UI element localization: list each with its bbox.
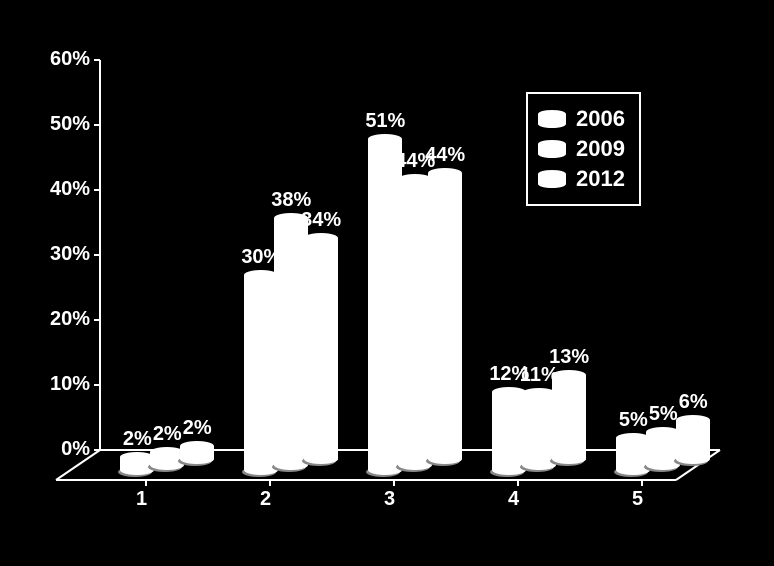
bar-value-label: 6% (663, 391, 723, 414)
bar-value-label: 2% (167, 417, 227, 440)
legend-swatch-icon (538, 110, 566, 128)
legend: 2006 2009 2012 (526, 92, 641, 206)
y-tick-label: 0% (61, 438, 90, 461)
bar-value-label: 34% (291, 209, 351, 232)
legend-swatch-icon (538, 140, 566, 158)
bar-cylinder (676, 0, 710, 566)
legend-item: 2009 (538, 136, 625, 162)
y-tick-label: 60% (50, 48, 90, 71)
x-tick-label: 3 (384, 488, 395, 511)
bar-cylinder (398, 0, 432, 566)
bar-cylinder (150, 0, 184, 566)
chart-container: 0%10%20%30%40%50%60%2%2%2%130%38%34%251%… (0, 0, 774, 566)
y-tick-label: 20% (50, 308, 90, 331)
bar-cylinder (616, 0, 650, 566)
legend-swatch-icon (538, 170, 566, 188)
x-tick-label: 2 (260, 488, 271, 511)
y-tick-label: 40% (50, 178, 90, 201)
bar-value-label: 13% (539, 346, 599, 369)
legend-label: 2006 (576, 106, 625, 132)
legend-item: 2012 (538, 166, 625, 192)
bar-cylinder (522, 0, 556, 566)
legend-label: 2012 (576, 166, 625, 192)
x-tick-label: 5 (632, 488, 643, 511)
legend-label: 2009 (576, 136, 625, 162)
x-tick-label: 4 (508, 488, 519, 511)
bar-cylinder (492, 0, 526, 566)
y-tick-label: 30% (50, 243, 90, 266)
x-tick-label: 1 (136, 488, 147, 511)
bar-cylinder (274, 0, 308, 566)
bar-cylinder (428, 0, 462, 566)
bar-cylinder (552, 0, 586, 566)
bar-value-label: 44% (415, 144, 475, 167)
bar-cylinder (244, 0, 278, 566)
bar-cylinder (304, 0, 338, 566)
y-tick-label: 50% (50, 113, 90, 136)
bar-cylinder (120, 0, 154, 566)
y-tick-label: 10% (50, 373, 90, 396)
bar-cylinder (180, 0, 214, 566)
bar-cylinder (646, 0, 680, 566)
bar-cylinder (368, 0, 402, 566)
legend-item: 2006 (538, 106, 625, 132)
